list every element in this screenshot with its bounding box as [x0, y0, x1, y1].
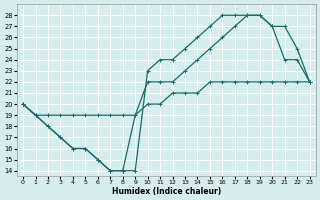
X-axis label: Humidex (Indice chaleur): Humidex (Indice chaleur) [112, 187, 221, 196]
